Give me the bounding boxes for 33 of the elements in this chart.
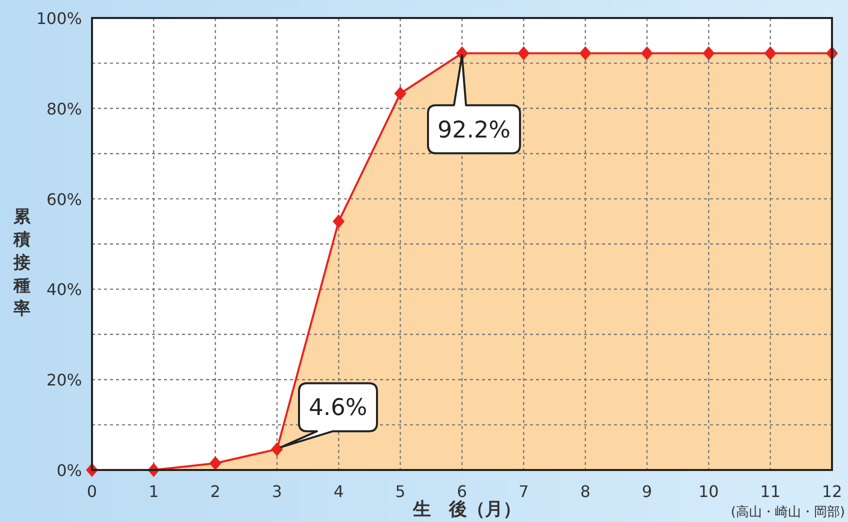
x-tick-label: 2 [210, 482, 220, 501]
annotation: 92.2% [437, 117, 511, 144]
point [518, 46, 530, 60]
point [209, 456, 222, 470]
x-tick-label: 0 [86, 482, 98, 501]
y-tick-label: 40% [46, 280, 82, 300]
x-axis-title: 生 後（月） [412, 499, 521, 520]
y-tick-label: 80% [46, 99, 82, 118]
point [271, 442, 283, 456]
x-tick-label: 8 [580, 482, 590, 501]
x-tick-label: 1 [148, 482, 159, 501]
annotation: 4.6% [308, 395, 368, 422]
y-tick-label: 60% [46, 190, 82, 209]
point [702, 46, 715, 60]
x-tick-label: 12 [822, 482, 842, 501]
point [332, 214, 345, 228]
text: (高山・崎山・岡部) [730, 504, 845, 520]
point [394, 86, 406, 100]
x-tick-label: 9 [642, 482, 652, 501]
x-tick-label: 5 [395, 482, 406, 501]
y-axis-title: 累積接種率 [12, 207, 32, 319]
x-tick-label: 11 [760, 482, 781, 501]
point [764, 46, 776, 60]
y-tick-label: 100% [36, 9, 82, 28]
x-tick-label: 4 [334, 482, 344, 501]
x-tick-label: 6 [456, 482, 468, 501]
y-tick-label: 0% [56, 461, 82, 480]
x-tick-label: 10 [698, 482, 719, 501]
x-tick-label: 3 [272, 482, 282, 501]
x-tick-label: 7 [518, 482, 529, 501]
point [641, 46, 653, 60]
point [579, 46, 592, 60]
y-tick-label: 20% [46, 370, 82, 390]
